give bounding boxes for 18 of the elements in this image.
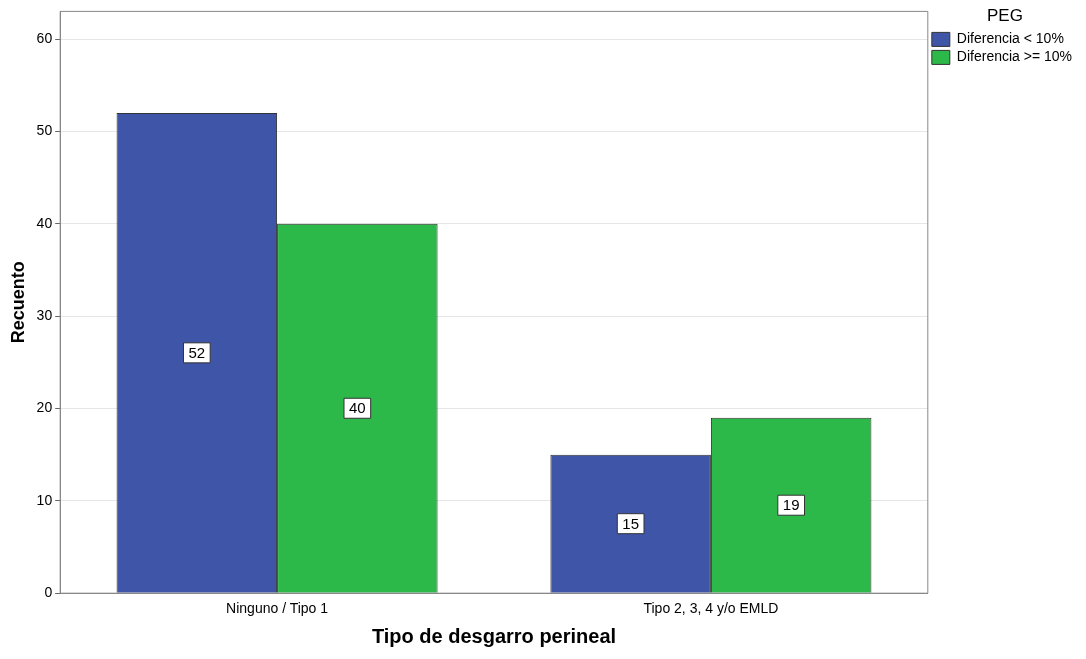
x-axis-title: Tipo de desgarro perineal — [371, 624, 617, 647]
y-tick-label: 20 — [36, 399, 53, 416]
data-label: 40 — [349, 399, 366, 417]
legend-label: Diferencia >= 10% — [956, 48, 1073, 65]
y-tick-label: 30 — [36, 307, 53, 324]
data-label: 52 — [188, 343, 206, 361]
y-axis-title: Recuento — [7, 261, 28, 344]
legend-title: PEG — [986, 6, 1023, 26]
x-tick-label: Tipo 2, 3, 4 y/o EMLD — [643, 600, 779, 617]
x-tick-label: Ninguno / Tipo 1 — [226, 600, 329, 617]
y-tick-label: 40 — [36, 214, 53, 231]
y-tick-label: 60 — [36, 29, 53, 46]
data-label: 19 — [782, 496, 800, 514]
data-label: 15 — [622, 514, 639, 532]
y-tick-label: 10 — [36, 491, 53, 508]
y-tick-label: 50 — [36, 122, 53, 139]
y-tick-label: 0 — [44, 584, 53, 601]
legend-label: Diferencia < 10% — [956, 30, 1064, 47]
